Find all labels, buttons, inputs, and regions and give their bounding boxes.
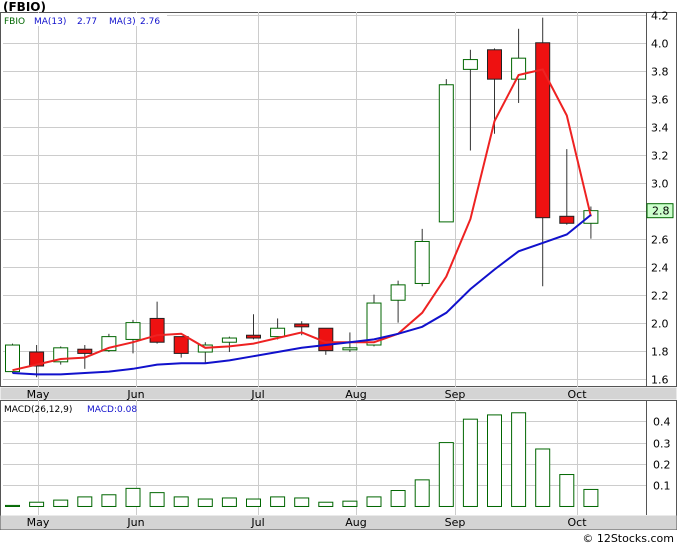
price-tick-label: 3.8 xyxy=(651,66,669,79)
macd-bar xyxy=(487,414,502,507)
macd-bar xyxy=(535,448,551,507)
candle-body xyxy=(5,344,20,373)
price-month-label: Jul xyxy=(250,388,264,401)
macd-bar xyxy=(294,497,310,507)
price-month-label: Jun xyxy=(126,388,144,401)
macd-bar xyxy=(511,412,527,507)
macd-tick-label: 0.2 xyxy=(653,459,671,472)
candle-body xyxy=(487,49,502,80)
price-tick-label: 2.0 xyxy=(651,318,669,331)
macd-month-label: Jun xyxy=(126,516,144,529)
candle-body xyxy=(125,322,141,340)
macd-bar xyxy=(197,498,213,507)
macd-bar xyxy=(390,490,406,507)
macd-month-label: Sep xyxy=(445,516,466,529)
price-tick-label: 1.6 xyxy=(651,374,669,387)
price-tick-label: 3.6 xyxy=(651,94,669,107)
price-month-label: Sep xyxy=(445,388,466,401)
candle-body xyxy=(559,215,575,224)
legend-ma3-label: MA(3) xyxy=(109,17,136,27)
macd-bar xyxy=(173,496,189,507)
candle-body xyxy=(77,348,93,354)
price-panel-frame xyxy=(0,12,677,387)
macd-bar xyxy=(29,501,45,507)
legend-ma13-value: 2.77 xyxy=(77,17,97,27)
price-tick-label: 2.2 xyxy=(651,290,669,303)
macd-bar xyxy=(5,504,20,507)
macd-legend-label: MACD(26,12,9) xyxy=(4,405,72,415)
legend-ticker: FBIO xyxy=(4,17,25,27)
price-tick-label: 3.2 xyxy=(651,150,669,163)
candle-body xyxy=(583,210,599,224)
price-month-label: Aug xyxy=(345,388,366,401)
price-tick-label: 4.2 xyxy=(651,10,669,23)
macd-bar xyxy=(77,496,93,507)
price-tick-label: 4.0 xyxy=(651,38,669,51)
watermark: © 12Stocks.com xyxy=(582,532,674,545)
ma13-line xyxy=(12,214,592,376)
candle-body xyxy=(462,59,478,70)
last-price-tag xyxy=(646,203,674,219)
candle-body xyxy=(414,240,430,284)
price-tick-label: 3.0 xyxy=(651,178,669,191)
candle-body xyxy=(342,347,358,351)
macd-bar xyxy=(149,492,165,507)
candle-body xyxy=(221,337,237,343)
price-xaxis-band xyxy=(0,387,677,400)
price-tick-label: 2.4 xyxy=(651,262,669,275)
legend-ma13-label: MA(13) xyxy=(34,17,66,27)
macd-tick-label: 0.1 xyxy=(653,480,671,493)
macd-bar xyxy=(221,497,237,507)
macd-bar xyxy=(438,442,454,507)
macd-bar xyxy=(53,499,69,507)
ma3-line xyxy=(12,68,592,372)
macd-tick-label: 0.4 xyxy=(653,416,671,429)
candle-body xyxy=(390,284,406,301)
candle-body xyxy=(29,351,45,367)
price-tick-label: 2.6 xyxy=(651,234,669,247)
macd-legend-value: MACD:0.08 xyxy=(87,405,137,415)
macd-bar xyxy=(414,479,430,507)
macd-xaxis-band xyxy=(0,515,677,530)
macd-month-label: May xyxy=(27,516,50,529)
macd-month-label: Jul xyxy=(250,516,264,529)
macd-bar xyxy=(462,418,478,507)
candle-body xyxy=(246,334,261,339)
macd-month-label: Oct xyxy=(567,516,587,529)
candle-body xyxy=(173,336,189,354)
legend-bg xyxy=(3,13,167,26)
chart-title: (FBIO) xyxy=(3,0,46,14)
candle-body xyxy=(535,42,551,219)
macd-bar xyxy=(246,498,261,507)
macd-tick-label: 0.3 xyxy=(653,438,671,451)
candle-body xyxy=(149,317,165,343)
macd-bar xyxy=(342,500,358,507)
macd-bar xyxy=(270,496,286,507)
price-tick-label: 1.8 xyxy=(651,346,669,359)
legend-ma3-value: 2.76 xyxy=(140,17,160,27)
candle-body xyxy=(270,327,286,338)
macd-bar xyxy=(559,474,575,507)
macd-bar xyxy=(318,501,334,507)
price-tick-label: 3.4 xyxy=(651,122,669,135)
price-month-label: May xyxy=(27,388,50,401)
last-price-label: 2.8 xyxy=(652,205,670,218)
candle-body xyxy=(438,84,454,223)
macd-month-label: Aug xyxy=(345,516,366,529)
macd-bar xyxy=(125,487,141,507)
price-month-label: Oct xyxy=(567,388,587,401)
macd-bar xyxy=(366,496,382,507)
macd-bar xyxy=(583,488,599,507)
macd-bar xyxy=(101,494,117,507)
candle-body xyxy=(366,302,382,346)
candle-body xyxy=(294,323,310,328)
